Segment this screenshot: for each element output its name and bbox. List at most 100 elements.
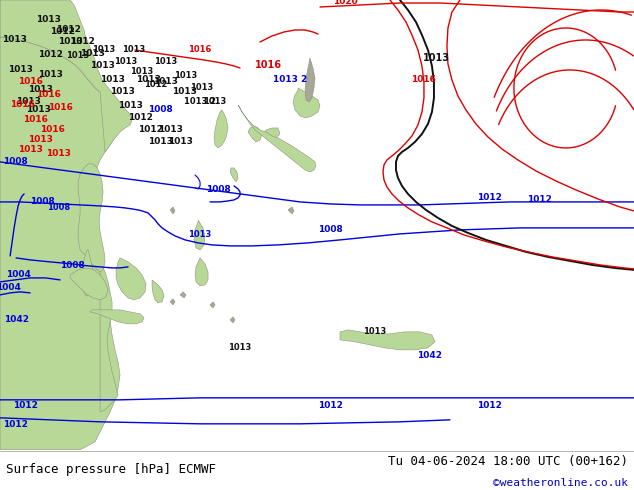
Text: 1042: 1042 — [4, 316, 29, 324]
Text: 1013: 1013 — [167, 137, 193, 147]
Text: 1004: 1004 — [0, 283, 20, 293]
Polygon shape — [0, 0, 132, 152]
Text: 1016: 1016 — [254, 60, 281, 70]
Text: 1008: 1008 — [30, 197, 55, 206]
Text: 1013: 1013 — [172, 87, 197, 97]
Text: 1012: 1012 — [3, 420, 27, 429]
Text: 1016: 1016 — [18, 77, 42, 86]
Text: 1008: 1008 — [60, 261, 84, 270]
Text: 1013: 1013 — [89, 61, 115, 71]
Text: 1013: 1013 — [204, 98, 227, 106]
Text: 1013: 1013 — [228, 343, 252, 352]
Polygon shape — [116, 258, 146, 300]
Polygon shape — [214, 110, 228, 148]
Text: 1013: 1013 — [36, 16, 60, 24]
Text: 1008: 1008 — [205, 185, 230, 195]
Polygon shape — [210, 302, 215, 308]
Polygon shape — [340, 330, 435, 350]
Text: 1016: 1016 — [36, 91, 60, 99]
Polygon shape — [90, 170, 118, 412]
Text: 1013: 1013 — [46, 149, 70, 158]
Text: 1016: 1016 — [10, 100, 35, 109]
Text: 1013: 1013 — [363, 327, 387, 336]
Text: 1013: 1013 — [158, 125, 183, 134]
Text: 1013: 1013 — [100, 75, 124, 84]
Text: 1013: 1013 — [174, 72, 198, 80]
Text: Tu 04-06-2024 18:00 UTC (00+162): Tu 04-06-2024 18:00 UTC (00+162) — [387, 455, 628, 467]
Text: 1012: 1012 — [49, 27, 75, 36]
Text: 1016: 1016 — [23, 116, 48, 124]
Text: 1020: 1020 — [333, 0, 358, 6]
Polygon shape — [70, 268, 108, 300]
Text: 1013: 1013 — [93, 46, 116, 54]
Polygon shape — [0, 0, 120, 450]
Text: 1012: 1012 — [56, 25, 81, 34]
Text: 1013: 1013 — [118, 101, 143, 110]
Polygon shape — [195, 258, 208, 286]
Text: 1013: 1013 — [2, 35, 27, 45]
Text: 1013: 1013 — [148, 137, 172, 147]
Polygon shape — [170, 207, 175, 214]
Text: 1013: 1013 — [110, 87, 134, 97]
Text: 1012: 1012 — [477, 401, 502, 410]
Text: 1012: 1012 — [527, 196, 552, 204]
Text: 1013: 1013 — [422, 53, 450, 63]
Polygon shape — [170, 299, 175, 305]
Text: 1012: 1012 — [37, 50, 63, 59]
Polygon shape — [264, 128, 280, 138]
Text: 1013: 1013 — [136, 75, 160, 84]
Text: 1012: 1012 — [477, 194, 502, 202]
Polygon shape — [230, 317, 235, 323]
Text: 1008: 1008 — [46, 203, 70, 213]
Text: 1016: 1016 — [188, 46, 212, 54]
Text: 1013: 1013 — [67, 51, 90, 60]
Polygon shape — [90, 310, 144, 324]
Text: 1013: 1013 — [155, 57, 178, 67]
Text: 1013: 1013 — [16, 98, 41, 106]
Text: 1013: 1013 — [80, 49, 105, 58]
Text: 1012: 1012 — [70, 37, 94, 47]
Polygon shape — [194, 220, 205, 250]
Text: 1013: 1013 — [115, 57, 138, 67]
Text: 1012: 1012 — [127, 114, 153, 122]
Polygon shape — [78, 164, 105, 272]
Text: 1016: 1016 — [411, 75, 436, 84]
Polygon shape — [248, 126, 262, 142]
Text: 1016: 1016 — [48, 103, 72, 113]
Polygon shape — [230, 168, 238, 182]
Text: 1013: 1013 — [28, 135, 53, 145]
Text: Surface pressure [hPa] ECMWF: Surface pressure [hPa] ECMWF — [6, 464, 216, 476]
Text: 1012: 1012 — [318, 401, 342, 410]
Text: 1013: 1013 — [153, 77, 178, 86]
Text: 1013: 1013 — [131, 68, 153, 76]
Text: 1012: 1012 — [145, 80, 168, 90]
Text: 1013: 1013 — [25, 105, 51, 115]
Polygon shape — [180, 292, 186, 298]
Text: 1013: 1013 — [18, 146, 42, 154]
Text: 1013: 1013 — [188, 230, 212, 240]
Text: 1013: 1013 — [58, 37, 82, 47]
Text: 1013: 1013 — [37, 71, 63, 79]
Polygon shape — [238, 105, 316, 172]
Text: 1008: 1008 — [148, 105, 172, 115]
Text: 1013 2: 1013 2 — [273, 75, 307, 84]
Polygon shape — [305, 58, 315, 102]
Text: 1013: 1013 — [28, 85, 53, 95]
Polygon shape — [288, 207, 294, 214]
Text: 1013: 1013 — [122, 46, 146, 54]
Text: 1013 2: 1013 2 — [184, 98, 216, 106]
Text: 1012: 1012 — [138, 125, 162, 134]
Text: 1042: 1042 — [417, 351, 443, 360]
Text: 1004: 1004 — [6, 270, 30, 279]
Text: ©weatheronline.co.uk: ©weatheronline.co.uk — [493, 478, 628, 488]
Text: 1016: 1016 — [40, 125, 65, 134]
Text: 1013: 1013 — [8, 66, 32, 74]
Text: 1008: 1008 — [318, 225, 342, 234]
Text: 1008: 1008 — [3, 157, 27, 167]
Polygon shape — [84, 288, 89, 296]
Polygon shape — [293, 88, 320, 118]
Text: 1012: 1012 — [13, 401, 37, 410]
Polygon shape — [82, 250, 93, 287]
Text: 1013: 1013 — [190, 83, 214, 93]
Polygon shape — [152, 280, 164, 303]
